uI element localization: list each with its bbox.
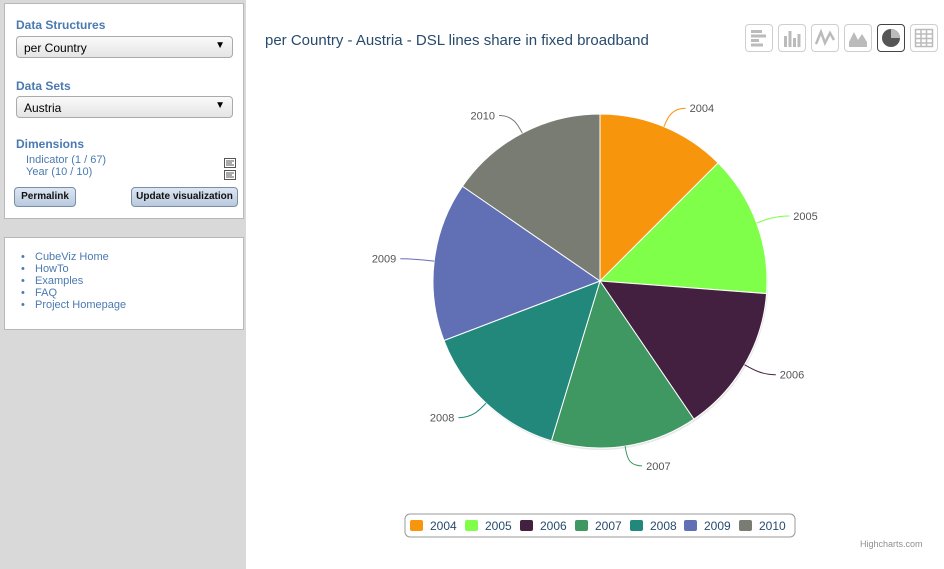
legend-item-2009[interactable]: 2009 <box>684 519 731 533</box>
data-label-2009: 2009 <box>372 254 396 266</box>
data-structures-label: Data Structures <box>16 18 106 32</box>
data-label-2005: 2005 <box>793 211 817 223</box>
legend-item-2008[interactable]: 2008 <box>630 519 677 533</box>
legend-item-2010[interactable]: 2010 <box>739 519 786 533</box>
column-chart-icon <box>784 31 801 47</box>
connector-2006 <box>744 364 776 376</box>
legend-item-2005[interactable]: 2005 <box>465 519 512 533</box>
chart-area: per Country - Austria - DSL lines share … <box>246 0 944 569</box>
area-chart-icon <box>849 32 867 47</box>
connector-2005 <box>756 215 790 224</box>
legend-swatch <box>739 520 752 531</box>
connector-2004 <box>663 107 686 127</box>
data-structures-value: per Country <box>24 41 87 55</box>
links-panel: • CubeViz Home • HowTo • Examples • FAQ • Pro… <box>4 237 244 330</box>
links-list: • CubeViz Home • HowTo • Examples • FAQ • Pro… <box>21 251 126 311</box>
line-chart-icon <box>815 28 835 47</box>
line-chart-button[interactable] <box>811 24 839 52</box>
permalink-button[interactable]: Permalink <box>14 187 76 207</box>
edit-icon[interactable] <box>224 167 236 180</box>
legend-swatch <box>630 520 643 531</box>
legend-box <box>404 513 796 538</box>
data-sets-value: Austria <box>24 101 62 115</box>
data-label-2010: 2010 <box>471 111 495 123</box>
legend-item-2006[interactable]: 2006 <box>520 519 567 533</box>
link-howto[interactable]: • HowTo <box>21 263 69 275</box>
legend-swatch <box>684 520 697 531</box>
data-label-2004: 2004 <box>690 103 714 115</box>
legend-label: 2004 <box>430 519 457 533</box>
bar-chart-button[interactable] <box>745 24 773 52</box>
edit-icon[interactable] <box>224 155 236 168</box>
legend-swatch <box>410 520 423 531</box>
table-icon <box>914 28 934 48</box>
link-project-homepage[interactable]: • Project Homepage <box>21 299 127 311</box>
legend-swatch <box>575 520 588 531</box>
legend-label: 2005 <box>485 519 512 533</box>
link-faq[interactable]: • FAQ <box>21 287 58 299</box>
legend-label: 2009 <box>704 519 731 533</box>
legend-label: 2008 <box>650 519 677 533</box>
data-structures-select[interactable]: per Country ▼ <box>16 36 233 58</box>
pie-slice-2004[interactable] <box>599 113 719 283</box>
settings-panel: Data Structures per Country ▼ Data Sets … <box>4 3 244 219</box>
bar-chart-icon <box>751 30 766 47</box>
connector-2010 <box>498 115 523 134</box>
link-examples[interactable]: • Examples <box>21 275 84 287</box>
area-chart-button[interactable] <box>844 24 872 52</box>
data-label-2006: 2006 <box>780 370 804 382</box>
data-sets-select[interactable]: Austria ▼ <box>16 96 233 118</box>
legend-swatch <box>520 520 533 531</box>
dimension-indicator-link[interactable]: Indicator (1 / 67) <box>26 154 107 166</box>
link-cubeviz-home[interactable]: • CubeViz Home <box>21 251 109 263</box>
connector-2009 <box>400 258 435 262</box>
dimensions-label: Dimensions <box>16 137 85 151</box>
data-label-2007: 2007 <box>646 461 670 473</box>
highcharts-credits[interactable]: Highcharts.com <box>860 539 923 549</box>
pie-chart-icon <box>882 29 900 47</box>
legend-swatch <box>465 520 478 531</box>
dimension-year-link[interactable]: Year (10 / 10) <box>26 166 93 178</box>
table-button[interactable] <box>910 24 938 52</box>
pie-chart-button[interactable] <box>877 24 905 52</box>
data-label-2008: 2008 <box>430 413 454 425</box>
pie-chart: 2004 2005 2006 2007 2008 2009 2010 2004 2005 2006… <box>372 103 818 538</box>
legend-label: 2007 <box>595 519 622 533</box>
legend-label: 2010 <box>759 519 786 533</box>
legend-item-2007[interactable]: 2007 <box>575 519 622 533</box>
data-sets-label: Data Sets <box>16 79 71 93</box>
legend-item-2004[interactable]: 2004 <box>410 519 457 533</box>
pie-slice-2008[interactable] <box>443 280 601 442</box>
legend-label: 2006 <box>540 519 567 533</box>
dropdown-arrow-icon: ▼ <box>215 100 225 111</box>
connector-2008 <box>458 402 487 419</box>
update-visualization-button[interactable]: Update visualization <box>131 187 238 207</box>
column-chart-button[interactable] <box>778 24 806 52</box>
dropdown-arrow-icon: ▼ <box>215 40 225 51</box>
sidebar: Data Structures per Country ▼ Data Sets … <box>0 0 246 569</box>
connector-2007 <box>624 446 643 467</box>
chart-title: per Country - Austria - DSL lines share … <box>265 32 649 49</box>
